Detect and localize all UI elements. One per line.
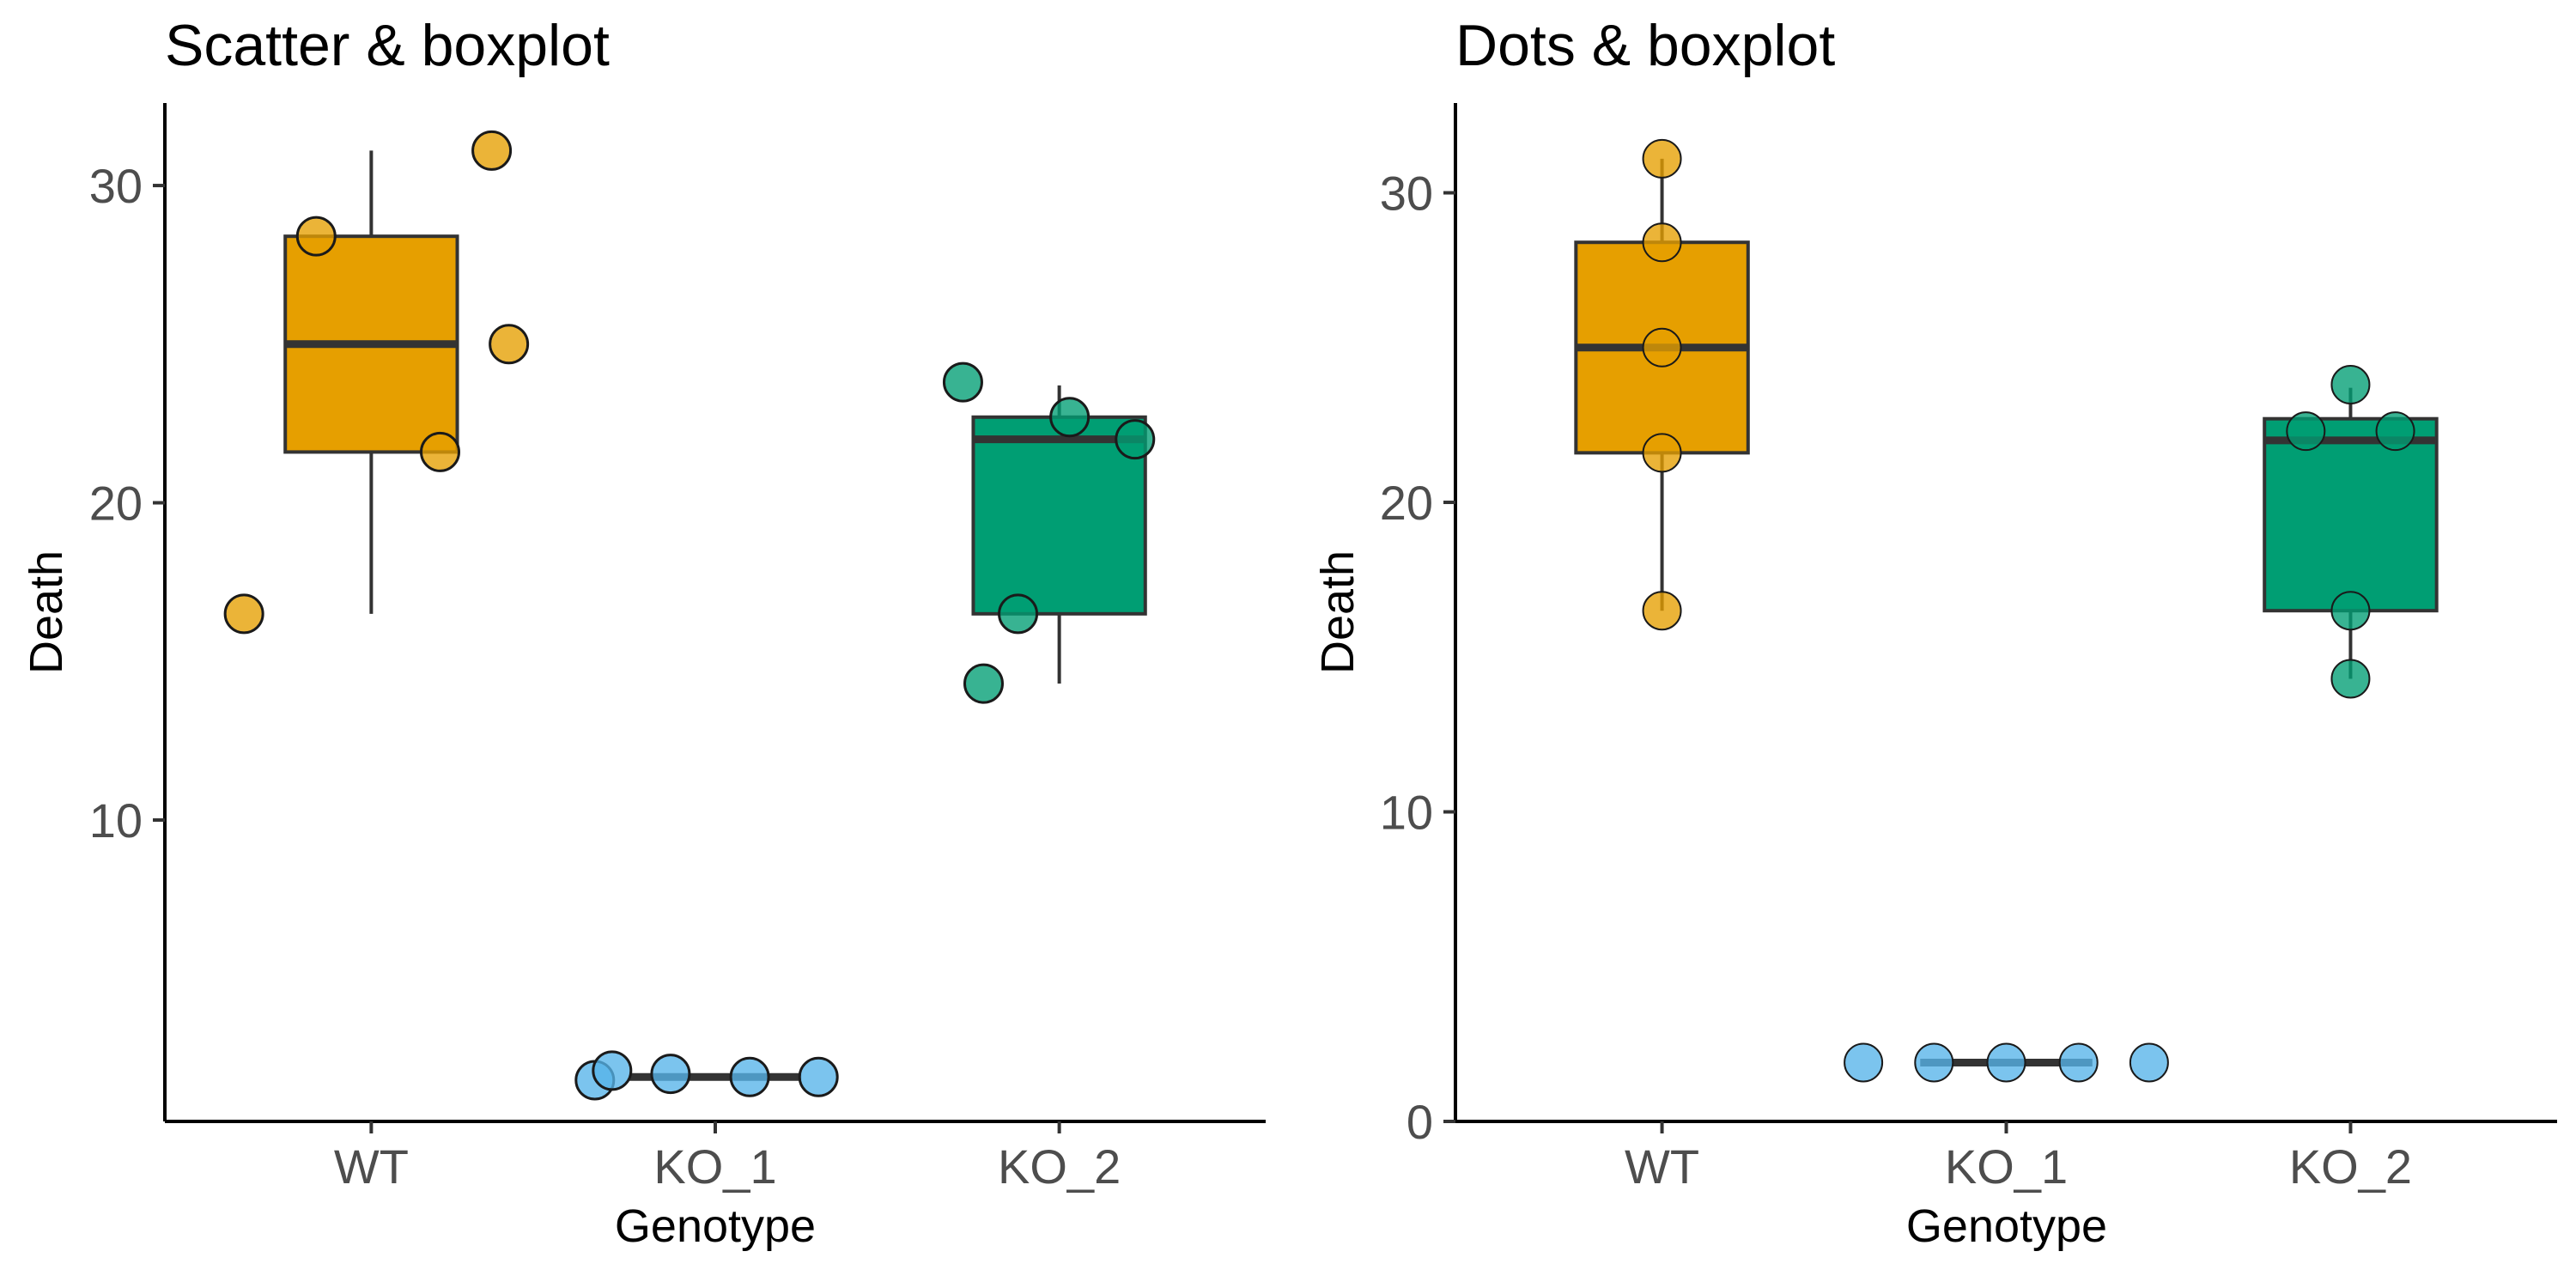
data-point bbox=[1986, 1042, 2026, 1083]
scatter-boxplot-panel: Scatter & boxplot 10 20 30 WT KO_1 KO_2 Geno… bbox=[21, 13, 1266, 1252]
data-point bbox=[592, 1050, 633, 1091]
data-point bbox=[1642, 327, 1682, 368]
data-point bbox=[2129, 1042, 2169, 1083]
data-point bbox=[2286, 411, 2326, 452]
box-iqr bbox=[2263, 416, 2439, 613]
y-tick-label: 30 bbox=[1380, 167, 1433, 221]
dots-boxplot-panel: Dots & boxplot 0 10 20 30 WT KO_1 KO_2 Genoty… bbox=[1312, 13, 2557, 1252]
boxplot-ko-2 bbox=[971, 385, 1147, 684]
x-tick-label: WT bbox=[334, 1139, 409, 1194]
y-tick-label: 10 bbox=[89, 793, 143, 848]
data-point bbox=[1115, 419, 1156, 460]
data-point bbox=[2375, 411, 2415, 452]
points-ko-1 bbox=[1844, 1042, 2169, 1083]
plot-area bbox=[223, 130, 1156, 1101]
x-tick-label: KO_1 bbox=[1945, 1139, 2068, 1194]
points-ko-1 bbox=[574, 1050, 839, 1101]
data-point bbox=[223, 593, 264, 635]
points-ko-2 bbox=[2286, 365, 2415, 699]
data-point bbox=[998, 593, 1039, 635]
data-point bbox=[1642, 433, 1682, 473]
y-axis-ticks: 10 20 30 bbox=[89, 159, 165, 848]
x-tick-label: KO_2 bbox=[2289, 1139, 2412, 1194]
plot-area bbox=[1574, 138, 2439, 1083]
y-tick-label: 0 bbox=[1406, 1095, 1433, 1149]
x-axis-ticks: WT KO_1 KO_2 bbox=[1625, 1121, 2412, 1194]
x-axis-label: Genotype bbox=[1906, 1200, 2107, 1252]
y-tick-label: 20 bbox=[89, 477, 143, 531]
y-axis-label: Death bbox=[1312, 550, 1364, 674]
data-point bbox=[1642, 138, 1682, 179]
data-point bbox=[1844, 1042, 1884, 1083]
data-point bbox=[2058, 1042, 2099, 1083]
data-point bbox=[1914, 1042, 1954, 1083]
data-point bbox=[489, 324, 530, 365]
data-point bbox=[1642, 222, 1682, 263]
box-iqr bbox=[971, 415, 1147, 616]
data-point bbox=[942, 361, 983, 403]
points-ko-2 bbox=[942, 361, 1156, 704]
x-axis-ticks: WT KO_1 KO_2 bbox=[334, 1121, 1121, 1194]
data-point bbox=[295, 216, 337, 257]
data-point bbox=[650, 1054, 691, 1095]
panel-title: Dots & boxplot bbox=[1455, 13, 1835, 78]
data-point bbox=[2330, 365, 2371, 405]
points-wt bbox=[223, 130, 530, 635]
y-tick-label: 20 bbox=[1380, 476, 1433, 530]
y-tick-label: 30 bbox=[89, 159, 143, 213]
y-axis-label: Death bbox=[21, 550, 72, 674]
data-point bbox=[798, 1056, 839, 1097]
y-axis-ticks: 0 10 20 30 bbox=[1380, 167, 1455, 1149]
data-point bbox=[1049, 397, 1091, 438]
y-tick-label: 10 bbox=[1380, 786, 1433, 840]
x-axis-label: Genotype bbox=[615, 1200, 816, 1252]
x-tick-label: KO_1 bbox=[653, 1139, 776, 1194]
data-point bbox=[2330, 659, 2371, 699]
data-point bbox=[1642, 591, 1682, 631]
panel-title: Scatter & boxplot bbox=[165, 13, 610, 78]
points-wt bbox=[1642, 138, 1682, 631]
x-tick-label: WT bbox=[1625, 1139, 1699, 1194]
data-point bbox=[420, 431, 460, 472]
data-point bbox=[471, 130, 513, 171]
data-point bbox=[2330, 591, 2371, 631]
data-point bbox=[729, 1056, 770, 1097]
boxplot-wt bbox=[283, 150, 459, 614]
x-tick-label: KO_2 bbox=[998, 1139, 1121, 1194]
data-point bbox=[963, 663, 1004, 704]
